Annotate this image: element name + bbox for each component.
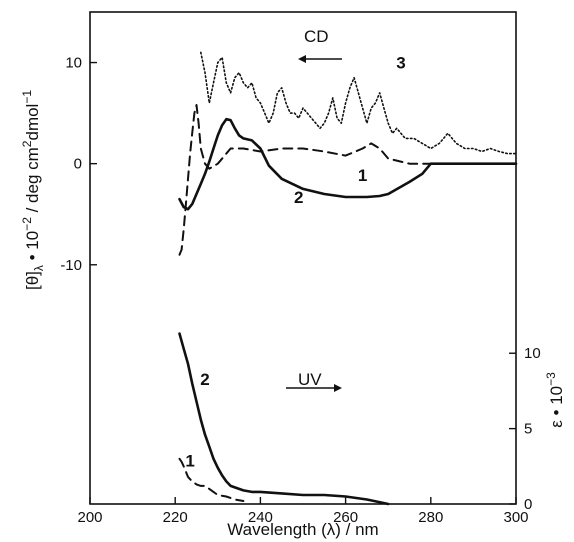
left-axis-title: [θ]λ • 10−2 / deg cm2dmol−1 — [20, 90, 46, 290]
cd-y-tick-label: 10 — [65, 55, 82, 72]
uv-series-2-line — [178, 332, 390, 506]
cd-curve-label-3: 3 — [396, 54, 405, 73]
uv-y-tick-label: 10 — [524, 345, 541, 362]
cd-annotation: CD — [304, 27, 329, 46]
cd-curve-label-2: 2 — [294, 188, 303, 207]
x-tick-label: 200 — [77, 509, 102, 526]
cd-arrow-left-icon — [298, 55, 342, 63]
x-axis-title: Wavelength (λ) / nm — [227, 520, 378, 539]
plot-frame — [89, 11, 517, 505]
right-axis-title: ε • 10−3 — [544, 372, 566, 428]
uv-curve-label-1: 1 — [185, 451, 194, 470]
uv-y-tick-label: 0 — [524, 496, 532, 513]
uv-annotation: UV — [298, 370, 322, 389]
uv-curve-label-2: 2 — [200, 370, 209, 389]
x-tick-label: 280 — [418, 509, 443, 526]
uv-arrow-right-icon — [286, 384, 342, 392]
x-tick-label: 300 — [503, 509, 528, 526]
cd-curve-label-1: 1 — [358, 166, 367, 185]
cd-series-2-line — [178, 117, 518, 211]
x-tick-label: 260 — [333, 509, 358, 526]
cd-y-tick-label: -10 — [60, 257, 82, 274]
cd-series-3-line — [200, 51, 517, 155]
uv-y-tick-label: 5 — [524, 421, 532, 438]
uv-series-1-line — [178, 457, 245, 502]
cd-series-1-line — [178, 104, 454, 256]
x-tick-label: 240 — [248, 509, 273, 526]
cd-y-tick-label: 0 — [74, 156, 82, 173]
x-tick-label: 220 — [163, 509, 188, 526]
